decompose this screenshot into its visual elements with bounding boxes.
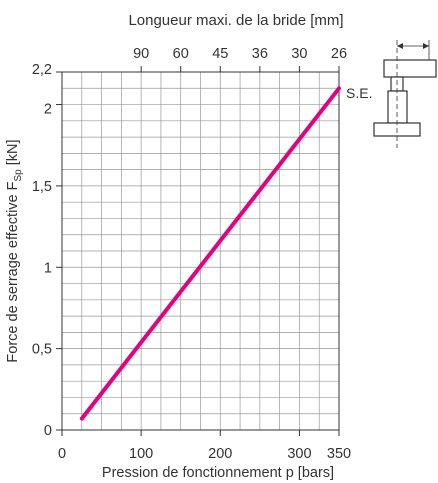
plot-frame	[61, 71, 340, 431]
x-tick-label: 300	[287, 446, 311, 462]
top-tick-label: 45	[212, 46, 228, 62]
y-axis-title: Force de serrage effective FSp [kN]	[5, 139, 24, 362]
top-axis-ticks: 90 60 45 36 30 26	[133, 46, 347, 72]
clamp-schematic-icon	[373, 40, 437, 148]
top-tick-label: 90	[133, 46, 149, 62]
grid-lines	[62, 72, 339, 430]
y-tick-label: 0,5	[32, 342, 52, 358]
x-tick-label: 0	[58, 446, 66, 462]
top-tick-label: 26	[331, 46, 347, 62]
y-tick-label: 2	[44, 102, 52, 118]
top-tick-label: 60	[173, 46, 189, 62]
top-tick-label: 30	[291, 46, 307, 62]
series-line	[79, 86, 341, 421]
y-axis-ticks: 0 0,5 1 1,5 2 2,2	[32, 62, 62, 439]
y-tick-label: 1	[44, 260, 52, 276]
x-axis-ticks: 0 100 200 300 350	[58, 430, 351, 462]
x-tick-label: 200	[208, 446, 232, 462]
top-axis-title: Longueur maxi. de la bride [mm]	[128, 12, 343, 29]
x-tick-label: 350	[327, 446, 351, 462]
y-axis-title-subscript: Sp	[13, 169, 24, 182]
y-axis-title-unit: [kN]	[5, 139, 21, 169]
y-tick-label: 0	[44, 423, 52, 439]
y-axis-title-main: Force de serrage effective F	[5, 181, 21, 362]
top-tick-label: 36	[252, 46, 268, 62]
x-axis-title: Pression de fonctionnement p [bars]	[102, 465, 334, 481]
series-line-label: S.E.	[346, 85, 372, 101]
x-tick-label: 100	[129, 446, 153, 462]
y-tick-label: 1,5	[32, 179, 52, 195]
y-tick-label: 2,2	[32, 62, 52, 78]
